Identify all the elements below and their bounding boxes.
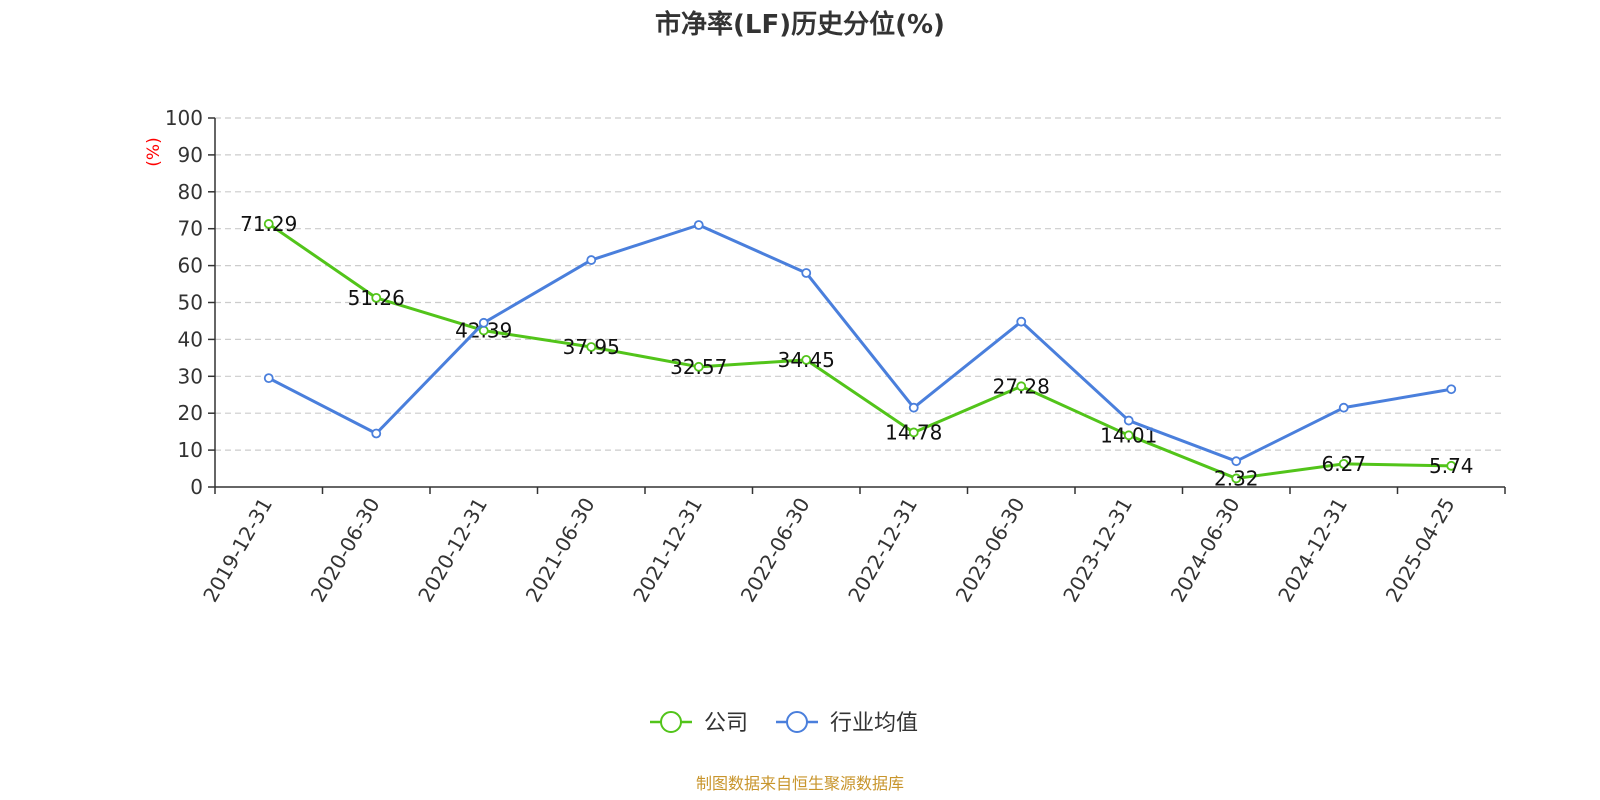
x-tick-label: 2023-06-30	[951, 494, 1030, 607]
x-tick-label: 2020-12-31	[413, 494, 492, 607]
data-point	[1446, 460, 1457, 471]
data-point	[586, 342, 597, 352]
data-point	[801, 354, 812, 365]
legend-marker-0	[660, 711, 682, 733]
source-note: 制图数据来自恒生聚源数据库	[695, 774, 904, 793]
data-label: 14.78	[885, 420, 942, 444]
data-point	[1016, 381, 1027, 392]
data-point	[263, 219, 274, 229]
data-point	[263, 373, 274, 384]
data-point	[478, 317, 489, 328]
chart-title: 市净率(LF)历史分位(%)	[655, 10, 945, 40]
x-tick-label: 2024-12-31	[1273, 494, 1352, 607]
y-tick-label: 60	[178, 254, 203, 278]
x-tick-label: 2022-06-30	[736, 494, 815, 607]
x-tick-label: 2019-12-31	[198, 494, 277, 607]
data-point	[1231, 456, 1242, 467]
data-label: 37.95	[563, 335, 620, 359]
data-point	[1123, 415, 1134, 426]
x-tick-label: 2022-12-31	[843, 494, 922, 607]
data-point	[1338, 458, 1349, 469]
y-tick-label: 0	[190, 475, 203, 499]
y-tick-label: 100	[165, 106, 203, 130]
data-point	[1016, 316, 1027, 327]
y-axis-label: (%)	[144, 137, 164, 166]
series-line-0	[267, 222, 1452, 480]
data-label: 5.74	[1429, 454, 1474, 478]
data-label: 34.45	[778, 348, 835, 372]
data-label: 6.27	[1321, 452, 1366, 476]
series-line-1	[268, 223, 1452, 463]
data-label: 51.26	[348, 286, 405, 310]
x-tick-label: 2021-12-31	[628, 494, 707, 607]
data-label: 71.29	[240, 212, 297, 236]
data-point	[371, 292, 382, 303]
legend-label-0: 公司	[704, 711, 748, 736]
legend-label-1: 行业均值	[830, 711, 918, 736]
data-point	[908, 402, 919, 413]
y-tick-label: 40	[178, 327, 203, 351]
legend-marker-1	[786, 711, 808, 733]
y-tick-label: 10	[178, 438, 203, 462]
x-tick-label: 2023-12-31	[1058, 494, 1137, 607]
y-tick-label: 80	[178, 180, 203, 204]
data-point	[586, 255, 597, 265]
x-tick-label: 2024-06-30	[1166, 494, 1245, 607]
data-point	[371, 428, 382, 439]
data-point	[1338, 402, 1349, 413]
x-tick-label: 2021-06-30	[521, 494, 600, 607]
data-label: 32.57	[670, 355, 727, 379]
data-point	[693, 361, 704, 372]
x-tick-label: 2025-04-25	[1381, 494, 1460, 607]
x-tick-label: 2020-06-30	[306, 494, 385, 607]
data-label: 27.28	[993, 374, 1050, 398]
y-tick-label: 30	[178, 364, 203, 388]
y-tick-label: 70	[178, 217, 203, 241]
y-tick-label: 20	[178, 401, 203, 425]
data-point	[801, 268, 812, 278]
y-tick-label: 90	[178, 143, 203, 167]
y-tick-label: 50	[178, 291, 203, 315]
data-point	[908, 427, 919, 438]
data-point	[693, 220, 704, 230]
data-point	[1231, 473, 1242, 484]
data-point	[1123, 430, 1134, 441]
data-point	[1446, 384, 1457, 395]
data-label: 2.32	[1214, 466, 1259, 490]
